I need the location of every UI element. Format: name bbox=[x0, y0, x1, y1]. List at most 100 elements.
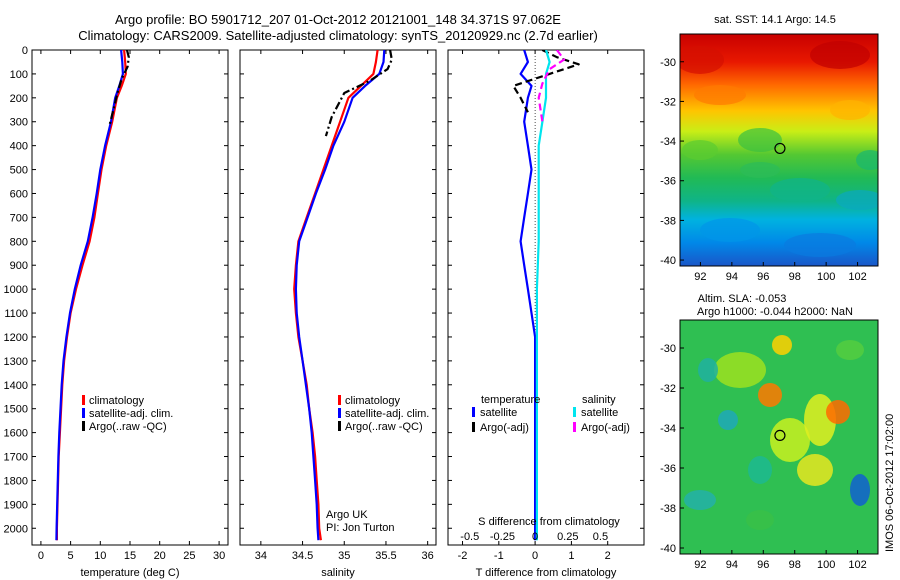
sla-texture bbox=[714, 352, 766, 388]
map-y-tick-label: -38 bbox=[660, 215, 676, 227]
map-x-tick-label: 98 bbox=[789, 271, 801, 283]
y-tick-label: 1500 bbox=[4, 404, 28, 416]
legend-swatch bbox=[82, 408, 85, 418]
sst-texture bbox=[784, 233, 856, 257]
legend-swatch bbox=[338, 421, 341, 431]
legend-swatch bbox=[338, 395, 341, 405]
legend-label: satellite bbox=[581, 407, 618, 419]
sla-texture bbox=[748, 456, 772, 484]
sla-texture bbox=[684, 490, 716, 510]
temperature-panel: 0 5 10 15 20 25 300100200300400500600700800900… bbox=[4, 45, 229, 579]
temperature-xlabel: temperature (deg C) bbox=[80, 567, 179, 579]
legend-swatch bbox=[573, 422, 576, 432]
map-y-tick-label: -40 bbox=[660, 255, 676, 267]
series-line-temperature-satellite bbox=[519, 50, 537, 541]
y-tick-label: 1600 bbox=[4, 428, 28, 440]
map-x-tick-label: 100 bbox=[817, 271, 835, 283]
x-tick-label: 15 bbox=[124, 550, 136, 562]
y-tick-label: 100 bbox=[10, 69, 28, 81]
sst-map-title: sat. SST: 14.1 Argo: 14.5 bbox=[714, 14, 836, 26]
difference-xlabel-top: S difference from climatology bbox=[478, 516, 620, 528]
y-tick-label: 800 bbox=[10, 236, 28, 248]
sst-texture bbox=[680, 46, 724, 74]
sst-texture bbox=[836, 190, 878, 210]
map-x-tick-label: 94 bbox=[726, 271, 738, 283]
sst-texture bbox=[694, 85, 746, 105]
legend-swatch bbox=[573, 407, 576, 417]
top-tick-label: -0.5 bbox=[460, 531, 479, 543]
x-tick-label: -1 bbox=[494, 550, 504, 562]
series-line-salinity-satellite bbox=[535, 50, 551, 541]
sla-texture bbox=[770, 418, 810, 462]
side-timestamp-label: IMOS 06-Oct-2012 17:02:00 bbox=[884, 414, 896, 552]
x-tick-label: 34 bbox=[255, 550, 267, 562]
sla-texture bbox=[797, 454, 833, 486]
top-tick-label: 0.5 bbox=[593, 531, 608, 543]
legend-label: satellite-adj. clim. bbox=[345, 408, 429, 420]
x-tick-label: 0 bbox=[532, 550, 538, 562]
map-x-tick-label: 96 bbox=[757, 271, 769, 283]
difference-panel: -2 -1 0 1 2-0.5 -0.25 0 0.25 0.5temperaturesatel… bbox=[447, 49, 645, 579]
sla-texture bbox=[698, 358, 718, 382]
sla-map: 92 94 96 98 100 102 -30 -32 -34 -36 -38 -40 Altim. … bbox=[660, 293, 879, 571]
legend-label: climatology bbox=[345, 395, 401, 407]
series-line-argo-raw-qc bbox=[108, 50, 130, 127]
y-tick-label: 2000 bbox=[4, 523, 28, 535]
sla-texture bbox=[836, 340, 864, 360]
map-y-tick-label: -34 bbox=[660, 423, 676, 435]
y-tick-label: 1000 bbox=[4, 284, 28, 296]
sla-texture bbox=[718, 410, 738, 430]
sst-texture bbox=[830, 100, 870, 120]
map-y-tick-label: -32 bbox=[660, 96, 676, 108]
y-tick-label: 1700 bbox=[4, 452, 28, 464]
sst-texture bbox=[682, 140, 718, 160]
figure-title-line2: Climatology: CARS2009. Satellite-adjuste… bbox=[78, 28, 598, 43]
y-tick-label: 700 bbox=[10, 212, 28, 224]
map-x-tick-label: 102 bbox=[848, 271, 866, 283]
map-x-tick-label: 100 bbox=[817, 559, 835, 571]
legend-swatch bbox=[472, 407, 475, 417]
x-tick-label: 1 bbox=[568, 550, 574, 562]
top-tick-label: -0.25 bbox=[490, 531, 515, 543]
top-tick-label: 0 bbox=[532, 531, 538, 543]
legend-label: Argo(..raw -QC) bbox=[89, 421, 167, 433]
x-tick-label: 35.5 bbox=[375, 550, 396, 562]
map-y-tick-label: -40 bbox=[660, 543, 676, 555]
y-tick-label: 1300 bbox=[4, 356, 28, 368]
sst-map: 92 94 96 98 100 102 -30 -32 -34 -36 -38 -40 sat. SS… bbox=[660, 14, 879, 283]
series-line-argo-raw-qc bbox=[324, 50, 393, 137]
legend-label: Argo(-adj) bbox=[480, 422, 529, 434]
top-tick-label: 0.25 bbox=[557, 531, 578, 543]
map-y-tick-label: -38 bbox=[660, 503, 676, 515]
x-tick-label: 25 bbox=[183, 550, 195, 562]
y-tick-label: 1800 bbox=[4, 475, 28, 487]
y-tick-label: 400 bbox=[10, 141, 28, 153]
x-tick-label: 2 bbox=[605, 550, 611, 562]
y-tick-label: 200 bbox=[10, 93, 28, 105]
legend-label: salinity bbox=[582, 394, 616, 406]
map-y-tick-label: -32 bbox=[660, 383, 676, 395]
y-tick-label: 900 bbox=[10, 260, 28, 272]
sst-texture bbox=[700, 218, 760, 242]
legend-label: climatology bbox=[89, 395, 145, 407]
sla-map-title-line2: Argo h1000: -0.044 h2000: NaN bbox=[697, 306, 853, 318]
salinity-xlabel: salinity bbox=[321, 567, 355, 579]
series-line-temperature-argo-adj bbox=[512, 50, 580, 113]
y-tick-label: 1400 bbox=[4, 380, 28, 392]
map-y-tick-label: -36 bbox=[660, 463, 676, 475]
difference-xlabel: T difference from climatology bbox=[476, 567, 617, 579]
map-y-tick-label: -30 bbox=[660, 57, 676, 69]
y-tick-label: 1200 bbox=[4, 332, 28, 344]
series-line-climatology bbox=[293, 50, 379, 541]
legend-label: temperature bbox=[481, 394, 540, 406]
x-tick-label: 0 bbox=[38, 550, 44, 562]
y-tick-label: 300 bbox=[10, 117, 28, 129]
sla-texture bbox=[850, 474, 870, 506]
sla-texture bbox=[826, 400, 850, 424]
legend-swatch bbox=[82, 395, 85, 405]
map-y-tick-label: -36 bbox=[660, 176, 676, 188]
legend-swatch bbox=[82, 421, 85, 431]
salinity-annotation-line1: Argo UK bbox=[326, 509, 368, 521]
legend-label: Argo(..raw -QC) bbox=[345, 421, 423, 433]
